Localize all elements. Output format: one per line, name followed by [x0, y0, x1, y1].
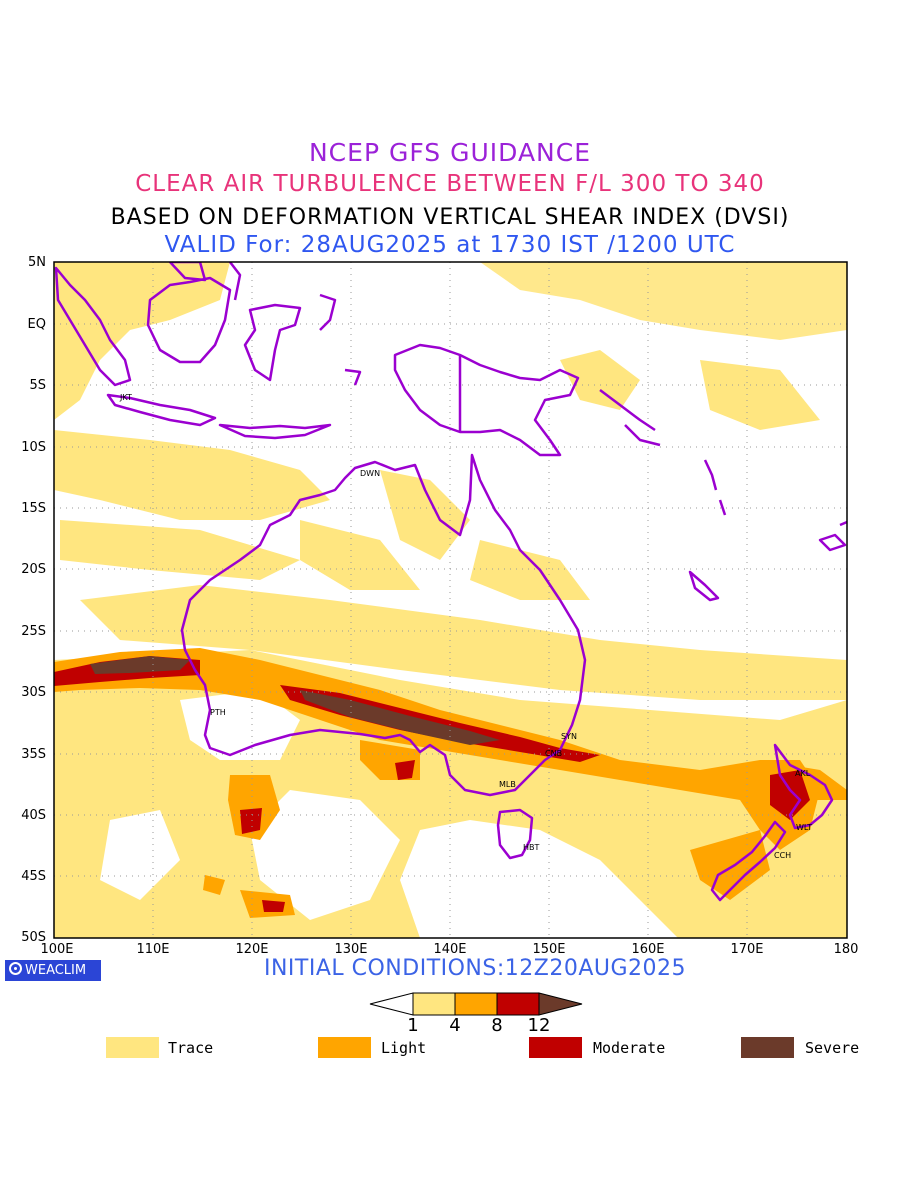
legend-swatch-light — [318, 1037, 371, 1058]
lat-label: EQ — [27, 317, 46, 332]
colorbar-under-arrow — [369, 992, 414, 1016]
colorbar-level: 12 — [527, 1015, 551, 1036]
city-label-christchurch: CCH — [774, 851, 792, 860]
lon-label: 160E — [631, 942, 665, 957]
colorbar-level: 4 — [449, 1015, 461, 1036]
lon-label: 100E — [40, 942, 74, 957]
lat-label: 10S — [21, 440, 46, 455]
coastline-new-guinea — [393, 343, 580, 457]
city-label-darwin: DWN — [360, 469, 381, 478]
coastline-nz-north — [773, 743, 834, 830]
coastline-borneo — [146, 276, 232, 364]
lat-label: 15S — [21, 501, 46, 516]
lat-label: 40S — [21, 808, 46, 823]
lon-label: 180 — [833, 942, 859, 957]
colorbar-trace — [412, 992, 456, 1016]
grid-lines — [54, 262, 847, 938]
coastline-sulawesi — [243, 303, 302, 382]
lat-label: 25S — [21, 624, 46, 639]
legend-label-light: Light — [381, 1039, 427, 1057]
city-label-wellington: WLT — [796, 823, 813, 832]
coastline-nz-south — [710, 820, 787, 902]
lat-label: 45S — [21, 869, 46, 884]
city-label-melbourne: MLB — [499, 780, 516, 789]
legend-swatch-moderate — [529, 1037, 582, 1058]
city-label-perth: PTH — [210, 708, 226, 717]
colorbar-level: 8 — [491, 1015, 503, 1036]
coastlines — [54, 262, 847, 902]
colorbar-severe-arrow — [538, 992, 583, 1016]
colorbar-moderate — [496, 992, 540, 1016]
colorbar — [369, 992, 583, 1016]
legend-label-trace: Trace — [168, 1039, 214, 1057]
lat-label: 30S — [21, 685, 46, 700]
lon-label: 140E — [433, 942, 467, 957]
lat-label: 20S — [21, 562, 46, 577]
city-label-jakarta: JKT — [120, 393, 132, 402]
city-label-canberra: CNB — [545, 749, 563, 758]
title-valid-time: VALID For: 28AUG2025 at 1730 IST /1200 U… — [164, 232, 736, 258]
title-product: CLEAR AIR TURBULENCE BETWEEN F/L 300 TO … — [135, 171, 765, 197]
legend-label-severe: Severe — [805, 1039, 860, 1057]
legend-label-moderate: Moderate — [593, 1039, 666, 1057]
initial-conditions: INITIAL CONDITIONS:12Z20AUG2025 — [263, 956, 687, 981]
lat-label: 50S — [21, 930, 46, 945]
legend-swatch-trace — [106, 1037, 159, 1058]
weaclim-logo: WEACLIM — [5, 960, 101, 981]
logo-text: WEACLIM — [25, 963, 87, 978]
lon-label: 130E — [334, 942, 368, 957]
lat-label: 5N — [28, 255, 46, 270]
lat-label: 35S — [21, 747, 46, 762]
colorbar-light — [454, 992, 498, 1016]
title-method: BASED ON DEFORMATION VERTICAL SHEAR INDE… — [110, 205, 790, 230]
colorbar-level: 1 — [407, 1015, 419, 1036]
city-label-auckland: AKL — [795, 769, 811, 778]
lon-label: 170E — [730, 942, 764, 957]
lon-label: 120E — [235, 942, 269, 957]
city-label-hobart: HBT — [523, 843, 540, 852]
coastline-sumatra — [54, 266, 132, 387]
coastline-java — [106, 393, 217, 427]
title-source: NCEP GFS GUIDANCE — [308, 138, 591, 167]
lon-label: 150E — [532, 942, 566, 957]
legend-swatch-severe — [741, 1037, 794, 1058]
coastline-australia — [180, 453, 587, 797]
coastline-tasmania — [496, 808, 534, 860]
copyright-icon — [9, 962, 22, 975]
city-label-sydney: SYN — [561, 732, 577, 741]
lat-label: 5S — [29, 378, 46, 393]
plot-frame — [53, 261, 848, 939]
lon-label: 110E — [136, 942, 170, 957]
